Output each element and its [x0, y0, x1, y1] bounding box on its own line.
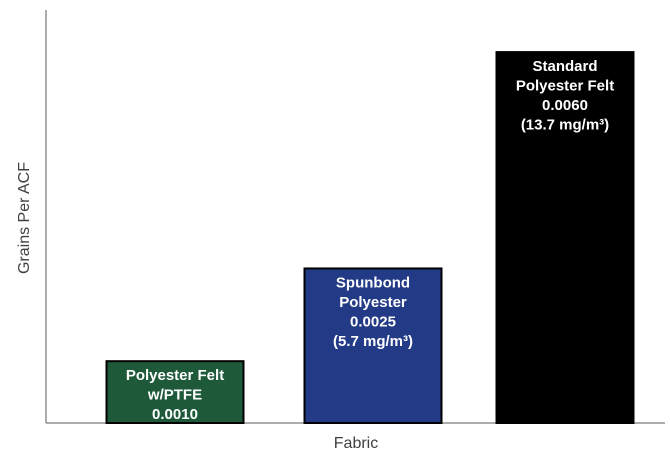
bar-2-label-line-1: Spunbond [336, 274, 410, 291]
bar-1-label-line-1: Polyester Felt [126, 367, 224, 384]
bar-1-label-line-3: 0.0010 [152, 406, 198, 423]
bar-2-label-line-2: Polyester [339, 294, 407, 311]
y-axis-title: Grains Per ACF [16, 162, 33, 274]
bars-group: Polyester Felt w/PTFE 0.0010 (2.3 mg/m³) Spu… [105, 51, 635, 443]
bar-2 [303, 267, 443, 425]
x-axis-title: Fabric [334, 435, 378, 451]
bar-1 [105, 360, 245, 425]
bar-2-label-line-4: (5.7 mg/m³) [333, 333, 413, 350]
bar-3-label-line-4: (13.7 mg/m³) [521, 117, 609, 134]
bar-1-label-line-2: w/PTFE [147, 387, 202, 404]
bar-3-label-line-3: 0.0060 [542, 97, 588, 114]
bar-2-label-line-3: 0.0025 [350, 313, 396, 330]
bar-1-label-line-4: (2.3 mg/m³) [135, 426, 215, 443]
bar-3 [495, 51, 635, 424]
bar-3-label-line-1: Standard [532, 58, 597, 75]
bar-3-label-line-2: Polyester Felt [516, 78, 614, 95]
